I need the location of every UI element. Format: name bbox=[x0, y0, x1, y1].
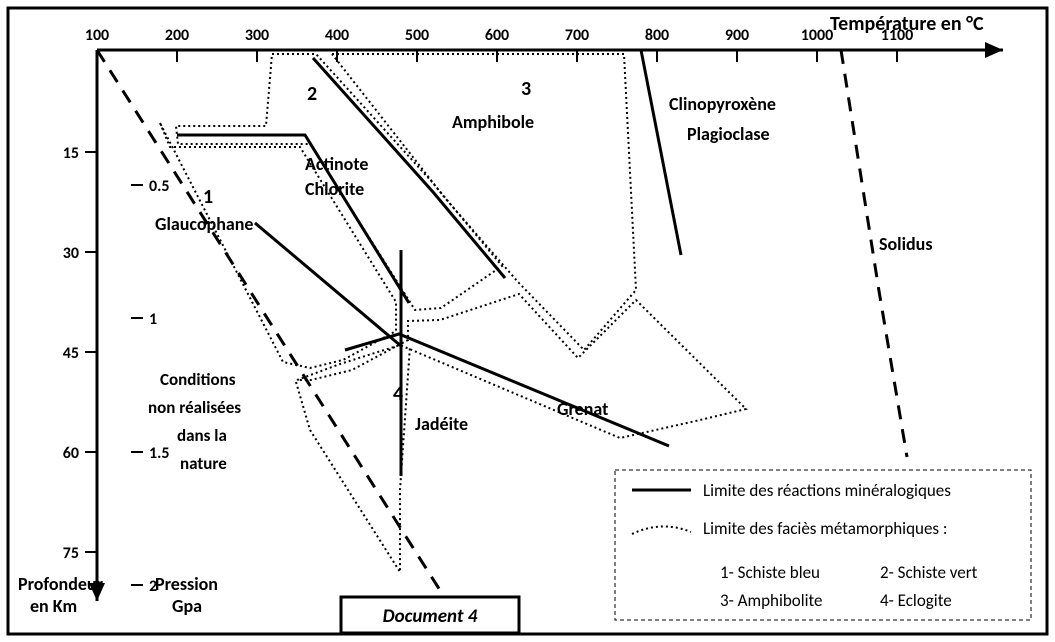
diagram-frame: { "canvas":{"w":1055,"h":642,"outer_bord… bbox=[0, 0, 1055, 642]
y-tick-label: 75 bbox=[63, 544, 79, 563]
x-tick-label: 1000 bbox=[801, 26, 833, 45]
pressure-title-1: Pression bbox=[155, 573, 218, 595]
field-label: nature bbox=[180, 453, 227, 474]
field-label: 1 bbox=[203, 185, 213, 209]
field-label: Grenat bbox=[557, 398, 608, 420]
solidus-label: Solidus bbox=[879, 233, 933, 255]
x-tick-label: 100 bbox=[85, 26, 109, 45]
facies-boundary bbox=[296, 346, 410, 572]
field-label: Plagioclase bbox=[687, 123, 770, 145]
pressure-tick-label: 1 bbox=[149, 310, 157, 329]
y-tick-label: 60 bbox=[63, 444, 79, 463]
field-label: Chlorite bbox=[305, 178, 364, 200]
field-label: 3 bbox=[521, 77, 531, 101]
y-tick-label: 30 bbox=[63, 244, 79, 263]
x-tick-label: 800 bbox=[645, 26, 669, 45]
x-tick-label: 600 bbox=[485, 26, 509, 45]
field-label: 4 bbox=[393, 382, 403, 406]
pressure-tick-label: 0.5 bbox=[149, 177, 170, 196]
pressure-tick-label: 1.5 bbox=[149, 444, 170, 463]
x-axis-title: Température en °C bbox=[830, 12, 984, 36]
field-label: Amphibole bbox=[452, 111, 534, 133]
legend-item: 4- Eclogite bbox=[880, 590, 952, 611]
x-tick-label: 500 bbox=[405, 26, 429, 45]
document-label: Document 4 bbox=[383, 605, 478, 628]
y-axis-title-1: Profondeur bbox=[18, 573, 104, 595]
field-label: 2 bbox=[307, 82, 317, 106]
x-tick-label: 200 bbox=[165, 26, 189, 45]
legend-facies-text: Limite des faciès métamorphiques : bbox=[703, 518, 947, 539]
field-label: dans la bbox=[177, 425, 227, 446]
field-label: Clinopyroxène bbox=[669, 93, 776, 115]
y-tick-label: 45 bbox=[63, 344, 79, 363]
pt-diagram: 10020030040050060070080090010001100Tempé… bbox=[0, 0, 1055, 642]
x-tick-label: 700 bbox=[565, 26, 589, 45]
field-label: Jadéite bbox=[415, 413, 468, 435]
legend-item: 3- Amphibolite bbox=[720, 590, 823, 611]
facies-boundary bbox=[332, 54, 636, 350]
legend-item: 1- Schiste bleu bbox=[720, 562, 820, 583]
x-tick-label: 300 bbox=[245, 26, 269, 45]
x-tick-label: 400 bbox=[325, 26, 349, 45]
field-label: Actinote bbox=[305, 153, 368, 175]
y-axis-title-2: en Km bbox=[30, 595, 77, 617]
field-label: Conditions bbox=[160, 369, 236, 390]
reaction-line bbox=[255, 223, 401, 346]
reaction-line bbox=[641, 50, 681, 255]
x-axis-arrow bbox=[985, 42, 1003, 58]
field-label: Glaucophane bbox=[155, 213, 253, 235]
pressure-title-2: Gpa bbox=[172, 595, 202, 617]
y-tick-label: 15 bbox=[63, 144, 79, 163]
x-tick-label: 900 bbox=[725, 26, 749, 45]
field-label: non réalisées bbox=[148, 397, 241, 418]
legend-reaction-text: Limite des réactions minéralogiques bbox=[703, 480, 951, 501]
legend-item: 2- Schiste vert bbox=[880, 562, 978, 583]
